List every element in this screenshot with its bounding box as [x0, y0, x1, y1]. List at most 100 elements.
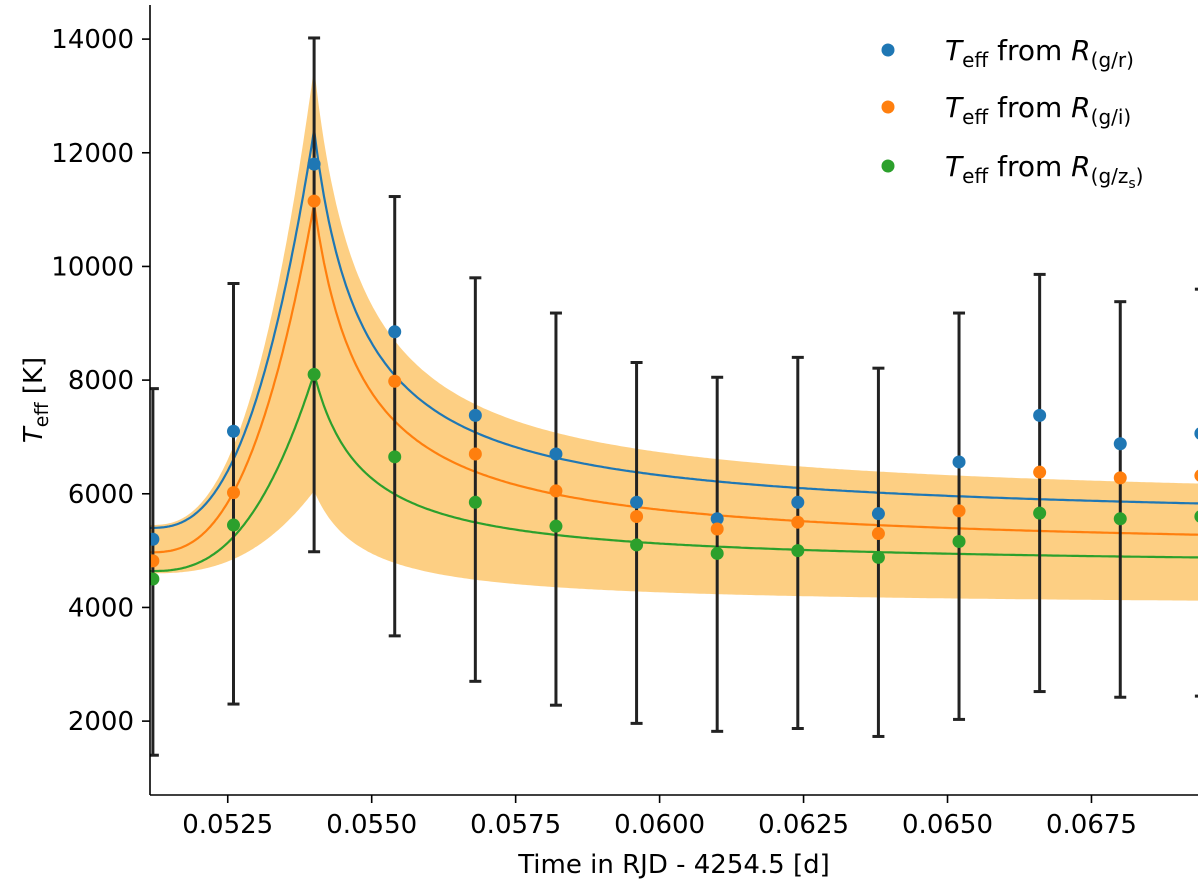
point-s0-3: [388, 325, 402, 339]
point-s1-9: [871, 527, 885, 541]
x-tick-label-4: 0.0625: [758, 810, 849, 840]
legend-rbase: R: [1071, 34, 1090, 67]
point-s2-7: [710, 546, 724, 560]
point-s0-8: [791, 495, 805, 509]
legend-label-2: Teff from R(g/zs): [945, 150, 1143, 192]
point-s2-13: [1194, 510, 1198, 523]
legend-sub: eff: [962, 164, 989, 188]
point-s2-12: [1113, 512, 1127, 526]
point-s1-2: [307, 194, 321, 208]
y-tick-label-6: 14000: [51, 25, 134, 55]
point-s1-3: [388, 374, 402, 388]
y-tick-label-5: 12000: [51, 139, 134, 169]
legend-base: T: [945, 91, 964, 124]
point-s0-9: [871, 507, 885, 521]
point-s1-4: [468, 447, 482, 461]
x-tick-label-5: 0.0650: [902, 810, 993, 840]
point-s2-6: [630, 538, 644, 552]
point-s2-3: [388, 450, 402, 464]
legend-rbase: R: [1071, 91, 1090, 124]
x-tick-label-2: 0.0575: [470, 810, 561, 840]
legend-label-1: Teff from R(g/i): [945, 91, 1131, 129]
point-s2-9: [871, 550, 885, 564]
y-tick-label-2: 6000: [68, 480, 134, 510]
point-s2-2: [307, 367, 321, 381]
legend-label-0: Teff from R(g/r): [945, 34, 1134, 72]
x-tick-label-3: 0.0600: [614, 810, 705, 840]
legend-mid: from: [988, 34, 1071, 67]
x-tick-label-1: 0.0550: [326, 810, 417, 840]
legend-marker-1: [881, 100, 895, 114]
errorbar-4: [469, 276, 482, 683]
legend-rclose: ): [1136, 164, 1144, 188]
legend-rsub: (g/i): [1091, 105, 1132, 129]
point-s0-6: [630, 495, 644, 509]
fit-curve-1: [150, 203, 1198, 554]
point-s2-10: [952, 535, 966, 549]
axes: 2000 4000 6000 8000 10000 12000 14000 0.0525 0.0…: [51, 5, 1198, 840]
legend-base: T: [945, 150, 964, 183]
legend-mid: from: [988, 91, 1071, 124]
point-s0-11: [1033, 408, 1047, 422]
point-s1-11: [1033, 465, 1047, 479]
point-s1-10: [952, 504, 966, 518]
point-s1-1: [226, 486, 240, 500]
legend-sub: eff: [962, 48, 989, 72]
errorbar-12: [1114, 300, 1127, 699]
point-s0-5: [549, 447, 563, 461]
plot-content: [150, 36, 1198, 757]
point-s1-13: [1194, 469, 1198, 482]
legend-marker-2: [881, 159, 895, 173]
errorbar-3: [388, 195, 401, 638]
legend-mid: from: [988, 150, 1071, 183]
errorbar-13: [1194, 287, 1198, 698]
errorbar-2: [308, 36, 321, 554]
point-s2-1: [226, 518, 240, 532]
plot-area: [150, 36, 1198, 757]
errorbar-11: [1033, 272, 1046, 694]
x-axis-label: Time in RJD - 4254.5 [d]: [517, 850, 830, 880]
point-s1-8: [791, 515, 805, 529]
legend-rsubsub: s: [1128, 176, 1135, 192]
point-s1-0: [150, 554, 160, 568]
x-tick-label-6: 0.0675: [1046, 810, 1137, 840]
y-tick-label-1: 4000: [68, 593, 134, 623]
legend-rsub: (g/z: [1091, 164, 1129, 188]
errorbar-0: [150, 387, 159, 757]
x-tick-label-0: 0.0525: [182, 810, 273, 840]
point-s2-4: [468, 495, 482, 509]
point-s0-4: [468, 408, 482, 422]
point-s0-1: [226, 424, 240, 438]
y-tick-label-0: 2000: [68, 707, 134, 737]
y-axis-label-unit: [K]: [19, 357, 49, 403]
point-s1-7: [710, 522, 724, 536]
y-tick-label-4: 10000: [51, 252, 134, 282]
errorbar-8: [791, 355, 804, 731]
legend-rsub: (g/r): [1091, 48, 1134, 72]
legend: Teff from R(g/r)Teff from R(g/i)Teff fro…: [881, 34, 1143, 192]
y-axis-label-sub: eff: [31, 402, 53, 428]
point-s2-11: [1033, 506, 1047, 520]
y-tick-label-3: 8000: [68, 366, 134, 396]
point-s0-0: [150, 532, 160, 546]
point-s2-8: [791, 544, 805, 558]
legend-rbase: R: [1071, 150, 1090, 183]
point-s0-12: [1113, 437, 1127, 451]
y-axis-label-base: T: [19, 425, 49, 443]
point-s0-13: [1194, 427, 1198, 440]
fit-curve-0: [150, 129, 1198, 529]
fit-curve-2: [150, 369, 1198, 573]
legend-sub: eff: [962, 105, 989, 129]
errorbar-5: [549, 311, 562, 707]
point-s0-2: [307, 157, 321, 171]
legend-marker-0: [881, 43, 895, 57]
uncertainty-band: [150, 67, 1198, 601]
point-s0-7: [710, 512, 724, 526]
point-s1-6: [630, 510, 644, 524]
point-s2-5: [549, 519, 563, 533]
point-s2-0: [150, 572, 160, 586]
legend-base: T: [945, 34, 964, 67]
point-s0-10: [952, 455, 966, 469]
point-s1-5: [549, 484, 563, 498]
